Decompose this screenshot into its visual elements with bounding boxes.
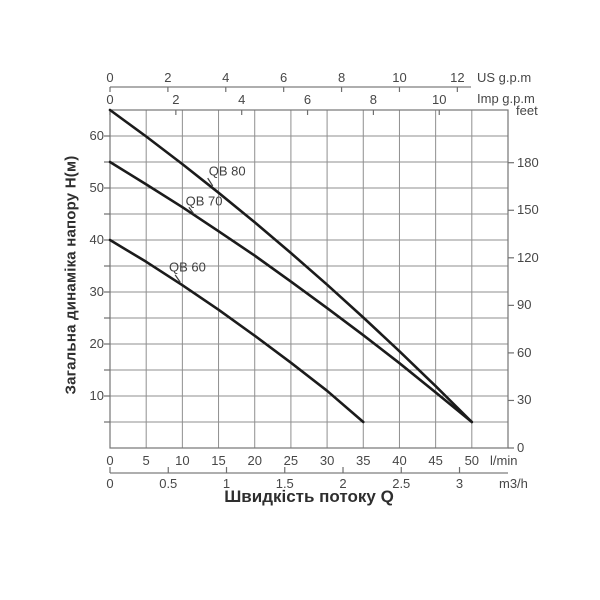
m3h-tick: 0.5: [159, 476, 178, 491]
m3h-tick: 1: [222, 476, 231, 491]
head-meters-tick: 20: [89, 336, 104, 351]
head-meters-tick: 10: [89, 388, 104, 403]
us-gpm-tick: 0: [106, 70, 114, 85]
lmin-tick: 45: [428, 453, 443, 468]
lmin-tick: 10: [175, 453, 190, 468]
head-meters-tick: 40: [89, 232, 104, 247]
imp-gpm-tick: 4: [238, 92, 246, 107]
lmin-tick: 35: [356, 453, 371, 468]
feet-unit-label: feet: [516, 103, 538, 118]
feet-tick: 150: [517, 202, 539, 218]
curve-label-leader: [174, 274, 181, 283]
y-axis-title: Загальна динаміка напору Н(м): [62, 155, 80, 395]
lmin-tick: 40: [392, 453, 407, 468]
feet-tick: 120: [517, 249, 539, 265]
m3h-tick: 2.5: [392, 476, 411, 491]
head-meters-tick: 60: [89, 128, 104, 143]
feet-tick: 90: [517, 297, 532, 313]
imp-gpm-tick: 2: [172, 92, 180, 107]
lmin-tick: 50: [464, 453, 480, 468]
us-gpm-tick: 10: [392, 70, 407, 85]
imp-gpm-tick: 10: [432, 92, 447, 107]
feet-tick: 0: [517, 440, 525, 455]
axis-lines: [110, 86, 508, 474]
gridlines: [110, 110, 508, 448]
lmin-tick: 20: [247, 453, 262, 468]
head-meters-tick: 50: [89, 180, 104, 195]
curve-label-qb80: QB 80: [208, 163, 246, 179]
x-axis-title: Швидкість потоку Q: [224, 487, 394, 506]
us-gpm-tick: 4: [222, 70, 230, 85]
us-gpm-tick: 6: [280, 70, 288, 85]
curve-label-qb60: QB 60: [168, 259, 206, 275]
pump-curve-qb80: [108, 108, 474, 424]
imp-gpm-tick: 6: [303, 92, 312, 107]
lmin-tick: 25: [283, 453, 299, 468]
lmin-tick: 5: [142, 453, 150, 468]
imp-gpm-tick: 0: [106, 92, 114, 107]
us-gpm-tick: 12: [450, 70, 465, 85]
tick-marks: [104, 87, 514, 473]
lmin-unit-label: l/min: [490, 453, 518, 468]
curve-label-leader: [188, 206, 195, 215]
pump-curve-qb70: [108, 160, 474, 424]
plot-border: [109, 109, 509, 449]
us-gpm-unit-label: US g.p.m: [477, 70, 532, 85]
m3h-unit-label: m3/h: [499, 476, 528, 491]
pump-curve-qb60: [108, 238, 365, 424]
imp-gpm-unit-label: Imp g.p.m: [477, 91, 535, 106]
lmin-tick: 15: [211, 453, 226, 468]
curve-label-qb70: QB 70: [185, 193, 223, 209]
feet-tick: 30: [517, 392, 532, 408]
feet-tick: 60: [517, 344, 532, 360]
us-gpm-tick: 8: [337, 70, 346, 85]
m3h-tick: 3: [455, 476, 464, 491]
feet-tick: 180: [517, 154, 539, 170]
head-meters-tick: 30: [89, 284, 104, 299]
imp-gpm-tick: 8: [369, 92, 378, 107]
m3h-tick: 1.5: [275, 476, 294, 491]
m3h-tick: 2: [339, 476, 347, 491]
us-gpm-tick: 2: [164, 70, 172, 85]
lmin-tick: 0: [106, 453, 114, 468]
curve-label-leader: [207, 177, 214, 187]
m3h-tick: 0: [106, 476, 114, 491]
lmin-tick: 30: [319, 453, 335, 468]
